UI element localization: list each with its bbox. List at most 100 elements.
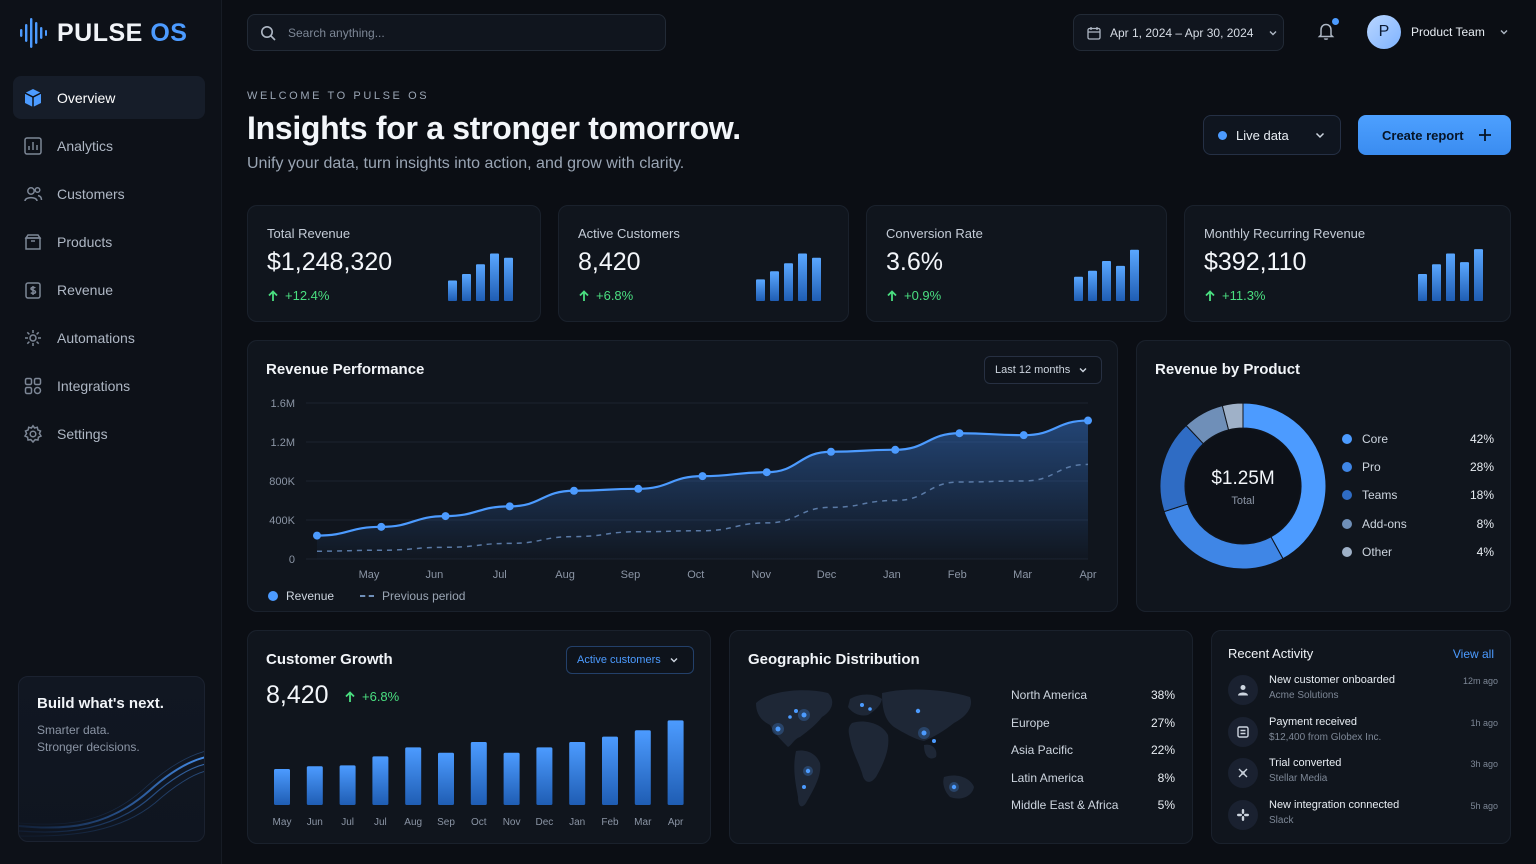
kpi-bar xyxy=(448,280,457,301)
kpi-label: Conversion Rate xyxy=(886,226,983,241)
create-report-button[interactable]: Create report xyxy=(1358,115,1511,155)
kpi-bar xyxy=(504,257,513,301)
legend-swatch xyxy=(1342,462,1352,473)
search-bar[interactable] xyxy=(247,14,666,51)
kpi-bar xyxy=(1460,262,1469,301)
sidebar-item-settings[interactable]: Settings xyxy=(13,412,205,455)
activity-item[interactable]: Payment received $12,400 from Globex Inc… xyxy=(1228,713,1498,755)
legend-swatch xyxy=(1342,518,1352,529)
growth-bar xyxy=(470,742,487,805)
analytics-icon xyxy=(24,136,42,155)
kpi-card-total-revenue[interactable]: Total Revenue $1,248,320 +12.4% xyxy=(247,205,541,322)
sidebar-item-label: Settings xyxy=(57,425,108,442)
date-range-label: Apr 1, 2024 – Apr 30, 2024 xyxy=(1110,25,1254,40)
y-tick-label: 1.2M xyxy=(271,437,295,449)
range-dropdown[interactable]: Last 12 months xyxy=(984,356,1102,384)
sidebar-item-products[interactable]: Products xyxy=(13,220,205,263)
kpi-value: $1,248,320 xyxy=(267,248,393,276)
activity-item[interactable]: New customer onboarded Acme Solutions 12… xyxy=(1228,671,1498,713)
arrow-up-icon xyxy=(268,289,278,301)
kpi-bar xyxy=(1432,264,1441,301)
activity-time: 5h ago xyxy=(1470,800,1498,811)
x-tick-label: Apr xyxy=(1079,569,1096,581)
x-tick-label: Jun xyxy=(425,569,443,581)
sidebar-item-customers[interactable]: Customers xyxy=(13,172,205,215)
kpi-value: $392,110 xyxy=(1204,248,1307,276)
sidebar-item-overview[interactable]: Overview xyxy=(13,76,205,119)
kpi-bar xyxy=(1446,253,1455,301)
page-subtitle: Unify your data, turn insights into acti… xyxy=(247,155,685,172)
x-tick-label: Jul xyxy=(493,569,507,581)
x-tick-label: Jan xyxy=(883,569,901,581)
x-tick-label: Jul xyxy=(374,817,387,828)
activity-item[interactable]: New integration connected Slack 5h ago xyxy=(1228,796,1498,838)
revenue-line-chart: 0 400K 800K 1.2M 1.6M May Jun Jul Aug Sep Oct Nov De… xyxy=(269,398,1097,581)
kpi-card-active-customers[interactable]: Active Customers 8,420 +6.8% xyxy=(558,205,849,322)
region-row: Europe 27% xyxy=(1011,716,1175,744)
legend-value: 28% xyxy=(1469,460,1494,475)
chevron-down-icon xyxy=(1269,30,1277,35)
promo-card[interactable]: Build what's next. Smarter data. Stronge… xyxy=(18,676,205,842)
region-row: Middle East & Africa 5% xyxy=(1011,798,1175,826)
user-menu[interactable]: P Product Team xyxy=(1367,15,1509,49)
region-percent: 38% xyxy=(1150,688,1175,702)
kpi-bar xyxy=(1418,274,1427,301)
sidebar-item-label: Integrations xyxy=(57,377,131,394)
donut-legend: Core 42% Pro 28% Teams 18% Add-ons 8% Other 4% xyxy=(1342,425,1494,566)
activity-title: New integration connected xyxy=(1269,798,1400,811)
region-percent: 22% xyxy=(1150,743,1175,757)
region-percent: 5% xyxy=(1157,798,1175,812)
customer-growth-delta-value: +6.8% xyxy=(362,689,400,704)
sidebar-item-label: Overview xyxy=(57,89,116,106)
legend-value: 8% xyxy=(1476,516,1494,531)
kpi-delta: +11.3% xyxy=(1204,288,1266,303)
sidebar-item-label: Analytics xyxy=(57,137,114,154)
growth-bar xyxy=(405,747,422,805)
growth-bar xyxy=(667,720,684,805)
integrations-icon xyxy=(24,377,42,394)
sidebar-item-automations[interactable]: Automations xyxy=(13,316,205,359)
growth-bar xyxy=(634,730,651,805)
date-range-picker[interactable]: Apr 1, 2024 – Apr 30, 2024 xyxy=(1073,14,1284,51)
convert-icon xyxy=(1228,758,1258,788)
kpi-delta-value: +6.8% xyxy=(596,288,634,303)
kpi-value: 8,420 xyxy=(578,248,641,276)
sidebar-item-analytics[interactable]: Analytics xyxy=(13,124,205,167)
notifications-bell-icon[interactable] xyxy=(1316,21,1336,41)
promo-wave-decoration xyxy=(19,751,204,837)
revenue-point xyxy=(698,472,707,481)
x-tick-label: Jun xyxy=(307,817,323,828)
customer-filter-dropdown[interactable]: Active customers xyxy=(566,646,694,674)
activity-subtitle: $12,400 from Globex Inc. xyxy=(1269,731,1382,743)
activity-time: 3h ago xyxy=(1470,759,1498,769)
kpi-card-mrr[interactable]: Monthly Recurring Revenue $392,110 +11.3… xyxy=(1184,205,1511,322)
kpi-card-conversion-rate[interactable]: Conversion Rate 3.6% +0.9% xyxy=(866,205,1167,322)
view-all-link[interactable]: View all xyxy=(1452,647,1494,661)
page-title: Insights for a stronger tomorrow. xyxy=(247,110,741,146)
live-data-dropdown[interactable]: Live data xyxy=(1203,115,1341,155)
revenue-by-product-card: Revenue by Product $1.25M Total Core 42% P… xyxy=(1136,340,1511,612)
revenue-point xyxy=(955,429,964,438)
activity-subtitle: Stellar Media xyxy=(1269,773,1328,784)
logo[interactable]: PULSE OS xyxy=(20,18,187,48)
region-percent: 27% xyxy=(1150,715,1175,730)
sidebar-item-revenue[interactable]: Revenue xyxy=(13,268,205,311)
search-input[interactable] xyxy=(288,25,628,40)
activity-list: New customer onboarded Acme Solutions 12… xyxy=(1228,671,1498,837)
sidebar-item-integrations[interactable]: Integrations xyxy=(13,364,205,407)
growth-bar xyxy=(602,736,618,805)
kpi-bar xyxy=(1074,276,1083,301)
legend-label: Other xyxy=(1362,544,1393,559)
activity-item[interactable]: Trial converted Stellar Media 3h ago xyxy=(1228,754,1498,796)
chevron-down-icon xyxy=(1079,368,1087,373)
kpi-delta: +6.8% xyxy=(578,288,633,303)
kpi-sparkbars xyxy=(1418,249,1483,301)
growth-bar xyxy=(306,766,323,805)
kpi-bar xyxy=(1116,265,1125,301)
sidebar: PULSE OS Overview Analytics Customers Pr… xyxy=(0,0,222,864)
revenue-point xyxy=(377,522,386,531)
revenue-icon xyxy=(25,281,41,299)
region-list: North America 38% Europe 27% Asia Pacific 22%… xyxy=(1011,688,1175,826)
customer-growth-delta: +6.8% xyxy=(344,689,399,704)
x-tick-label: Feb xyxy=(601,817,619,828)
